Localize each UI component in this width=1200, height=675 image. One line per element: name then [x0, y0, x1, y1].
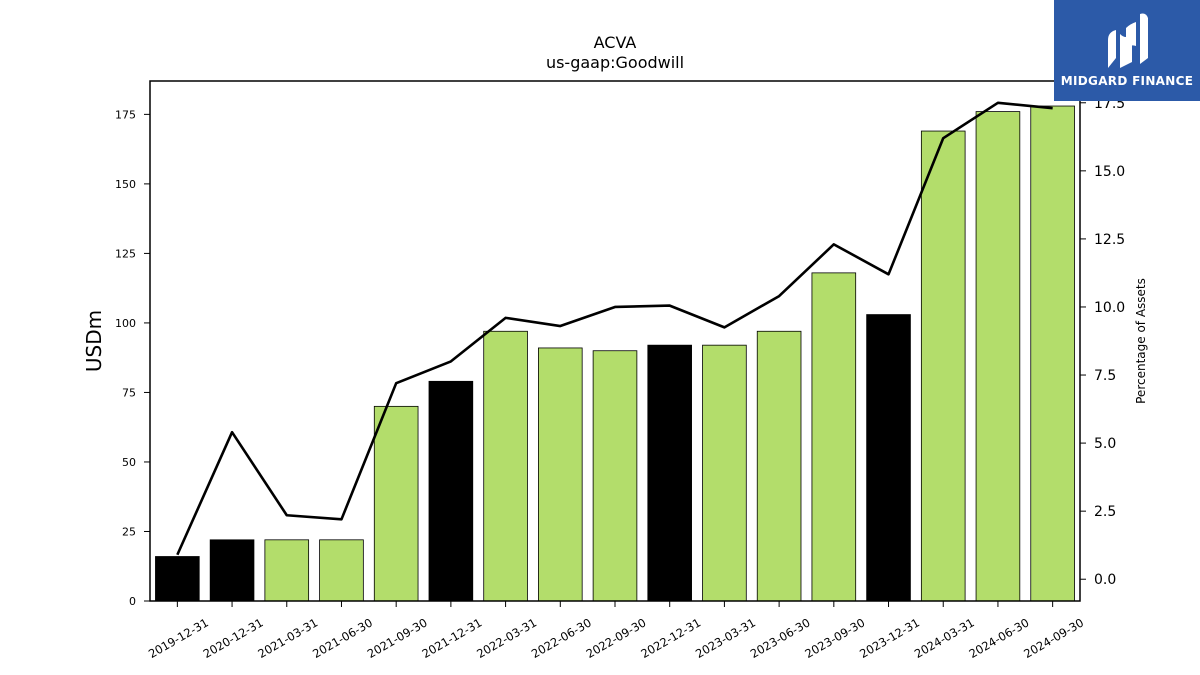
- x-tick-label: 2022-03-31: [474, 615, 539, 661]
- bar-2019-12-31: [155, 556, 200, 602]
- y-tick-label: 0: [129, 595, 136, 608]
- y2-tick-label: 10.0: [1094, 300, 1125, 316]
- y-tick-label: 150: [115, 178, 136, 191]
- x-tick-label: 2022-09-30: [584, 615, 649, 661]
- y-tick-label: 125: [115, 247, 136, 260]
- x-tick-label: 2023-09-30: [802, 615, 867, 661]
- y2-tick-label: 12.5: [1094, 232, 1125, 248]
- x-tick-label: 2019-12-31: [146, 615, 211, 661]
- y2-tick-label: 5.0: [1094, 436, 1116, 452]
- x-tick-label: 2020-12-31: [201, 615, 266, 661]
- y2-tick-label: 2.5: [1094, 504, 1116, 520]
- y2-tick-label: 0.0: [1094, 572, 1116, 588]
- x-tick-label: 2023-12-31: [857, 615, 922, 661]
- chart-title: ACVA: [594, 33, 637, 52]
- chart-subtitle: us-gaap:Goodwill: [546, 53, 684, 72]
- y-axis-label: USDm: [82, 310, 106, 372]
- percentage-line: [176, 101, 1053, 556]
- bar-2021-06-30: [319, 539, 364, 602]
- bar-2024-03-31: [920, 130, 966, 602]
- bar-2024-09-30: [1030, 105, 1075, 602]
- y2-tick-label: 7.5: [1094, 368, 1116, 384]
- x-tick-label: 2024-09-30: [1021, 615, 1086, 661]
- x-tick-label: 2021-06-30: [310, 615, 375, 661]
- x-tick-label: 2024-06-30: [967, 615, 1032, 661]
- x-tick-label: 2023-06-30: [748, 615, 813, 661]
- bar-2021-03-31: [264, 539, 310, 602]
- y-tick-label: 175: [115, 108, 136, 121]
- bar-2024-06-30: [975, 111, 1021, 602]
- bar-2020-12-31: [209, 539, 255, 602]
- x-tick-label: 2024-03-31: [912, 615, 977, 661]
- bar-2022-06-30: [538, 347, 583, 602]
- bar-2022-09-30: [592, 350, 638, 602]
- brand-logo: MIDGARD FINANCE: [1054, 0, 1200, 101]
- bar-2023-06-30: [756, 330, 802, 602]
- bar-2022-03-31: [483, 330, 528, 602]
- x-tick-label: 2023-03-31: [693, 615, 758, 661]
- logo-text: MIDGARD FINANCE: [1060, 74, 1194, 88]
- y2-axis-label: Percentage of Assets: [1134, 278, 1148, 404]
- y-tick-label: 100: [115, 317, 136, 330]
- bar-2021-12-31: [428, 380, 474, 602]
- y-tick-label: 25: [122, 525, 136, 538]
- midgard-logo-icon: [1108, 13, 1148, 68]
- x-tick-label: 2022-06-30: [529, 615, 594, 661]
- x-tick-label: 2021-12-31: [419, 615, 484, 661]
- x-tick-label: 2022-12-31: [638, 615, 703, 661]
- x-tick-label: 2021-09-30: [365, 615, 430, 661]
- bar-2023-09-30: [811, 272, 857, 602]
- bar-2023-12-31: [866, 314, 911, 602]
- bar-2021-09-30: [373, 405, 419, 602]
- y-tick-label: 75: [122, 386, 136, 399]
- y2-tick-label: 15.0: [1094, 164, 1125, 180]
- bar-2022-12-31: [647, 344, 692, 602]
- bar-2023-03-31: [702, 344, 747, 602]
- y-tick-label: 50: [122, 456, 136, 469]
- x-tick-label: 2021-03-31: [255, 615, 320, 661]
